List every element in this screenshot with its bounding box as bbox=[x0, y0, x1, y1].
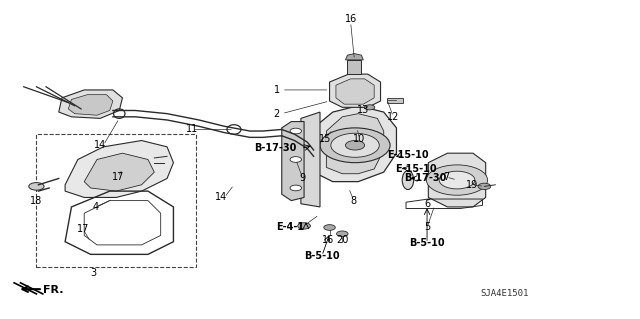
Text: 9: 9 bbox=[300, 174, 306, 183]
Polygon shape bbox=[326, 114, 384, 174]
Text: E-4-1: E-4-1 bbox=[276, 222, 304, 233]
Text: 4: 4 bbox=[93, 202, 99, 212]
Polygon shape bbox=[65, 141, 173, 197]
Text: 8: 8 bbox=[351, 196, 357, 206]
Circle shape bbox=[331, 133, 380, 157]
Polygon shape bbox=[314, 106, 396, 182]
Circle shape bbox=[298, 223, 310, 229]
Polygon shape bbox=[346, 54, 364, 60]
Polygon shape bbox=[59, 90, 122, 118]
Text: 16: 16 bbox=[322, 235, 335, 245]
Circle shape bbox=[290, 185, 301, 191]
Circle shape bbox=[478, 183, 491, 189]
Text: 10: 10 bbox=[353, 134, 365, 144]
Polygon shape bbox=[84, 153, 154, 191]
Bar bbox=[387, 98, 403, 103]
Bar bbox=[348, 60, 362, 74]
Text: B-17-30: B-17-30 bbox=[404, 174, 446, 183]
Text: FR.: FR. bbox=[43, 285, 63, 295]
Text: 1: 1 bbox=[274, 85, 280, 95]
Circle shape bbox=[320, 128, 390, 163]
Polygon shape bbox=[428, 153, 486, 207]
Text: 15: 15 bbox=[319, 134, 332, 144]
Text: B-5-10: B-5-10 bbox=[409, 238, 445, 248]
Circle shape bbox=[337, 231, 348, 237]
Text: 14: 14 bbox=[94, 140, 106, 150]
Text: 5: 5 bbox=[424, 222, 430, 233]
Text: 2: 2 bbox=[273, 109, 280, 119]
Text: 16: 16 bbox=[344, 14, 356, 24]
Text: 11: 11 bbox=[186, 124, 198, 135]
Circle shape bbox=[29, 182, 44, 190]
Bar bbox=[36, 134, 196, 267]
Circle shape bbox=[439, 171, 475, 189]
Text: 19: 19 bbox=[465, 180, 478, 190]
Polygon shape bbox=[282, 122, 304, 201]
Text: 14: 14 bbox=[215, 192, 227, 203]
Text: 17: 17 bbox=[77, 224, 89, 234]
Text: 13: 13 bbox=[357, 106, 369, 115]
Circle shape bbox=[365, 105, 375, 110]
Text: 6: 6 bbox=[424, 199, 430, 209]
Text: 3: 3 bbox=[91, 268, 97, 278]
Polygon shape bbox=[330, 74, 381, 107]
Circle shape bbox=[346, 141, 365, 150]
Text: 18: 18 bbox=[30, 196, 43, 206]
Text: B-17-30: B-17-30 bbox=[254, 144, 296, 153]
Polygon shape bbox=[336, 79, 374, 104]
Ellipse shape bbox=[402, 171, 413, 189]
Polygon shape bbox=[301, 112, 320, 207]
Text: E-15-10: E-15-10 bbox=[395, 164, 436, 174]
Circle shape bbox=[290, 128, 301, 134]
Text: 17: 17 bbox=[112, 172, 124, 182]
Text: 20: 20 bbox=[336, 235, 349, 245]
Text: 7: 7 bbox=[443, 172, 449, 182]
Circle shape bbox=[324, 225, 335, 230]
Text: B-5-10: B-5-10 bbox=[304, 251, 340, 261]
Polygon shape bbox=[68, 95, 113, 115]
Circle shape bbox=[290, 157, 301, 162]
Text: 12: 12 bbox=[387, 112, 399, 122]
Text: SJA4E1501: SJA4E1501 bbox=[481, 289, 529, 298]
Text: E-15-10: E-15-10 bbox=[387, 150, 429, 160]
Circle shape bbox=[426, 165, 488, 195]
